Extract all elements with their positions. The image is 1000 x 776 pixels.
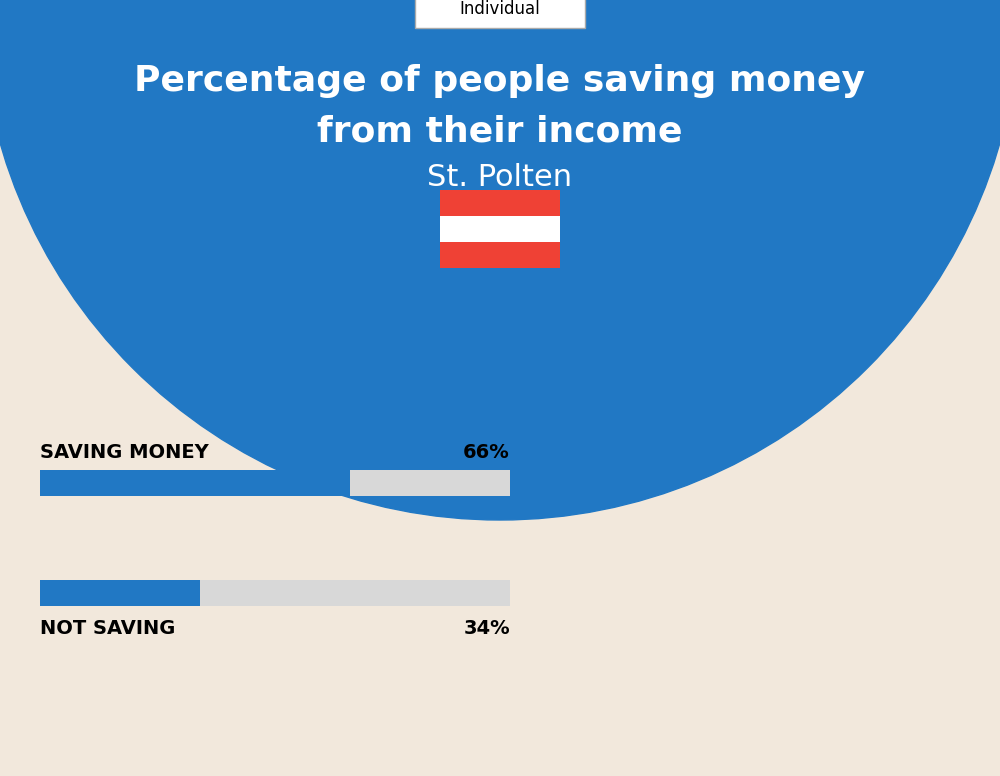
Bar	[40, 580, 510, 606]
Bar	[440, 190, 560, 216]
Text: SAVING MONEY: SAVING MONEY	[40, 442, 209, 462]
Bar	[440, 242, 560, 268]
Text: Individual: Individual	[460, 0, 540, 18]
Bar	[40, 580, 200, 606]
Circle shape	[0, 0, 1000, 520]
Text: NOT SAVING: NOT SAVING	[40, 618, 175, 638]
Text: St. Polten: St. Polten	[427, 164, 573, 192]
Text: 34%: 34%	[463, 618, 510, 638]
Text: 66%: 66%	[463, 442, 510, 462]
FancyBboxPatch shape	[415, 0, 585, 28]
Bar	[440, 216, 560, 242]
Bar	[40, 470, 510, 496]
Text: from their income: from their income	[317, 114, 683, 148]
Bar	[40, 470, 350, 496]
Text: Percentage of people saving money: Percentage of people saving money	[134, 64, 866, 98]
